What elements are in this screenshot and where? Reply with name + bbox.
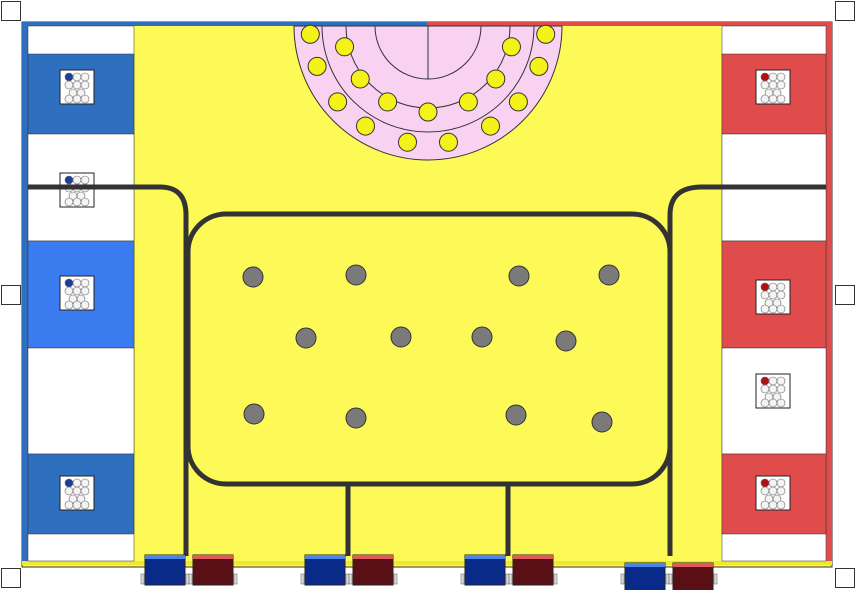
field-pillar [591,411,613,433]
post-top-right [835,1,855,21]
blue-station-4 [27,347,135,455]
dome-ball [481,116,501,136]
dome-ball [508,92,528,112]
red-ball-tray [755,279,791,315]
field-pillar [345,407,367,429]
dome-ball [418,102,438,122]
red-alliance-bin [668,562,718,594]
field-pillar [508,265,530,287]
red-alliance-bin [188,554,238,586]
field-pillar [598,264,620,286]
red-wall-side [826,22,832,562]
field-pillar [555,330,577,352]
dome-ball [529,56,549,76]
dome-ball [350,69,370,89]
alliance-bins [140,554,718,594]
blue-alliance-bin [460,554,510,586]
post-bottom-left [1,568,21,588]
red-alliance-bin [508,554,558,586]
dome-ball [536,24,556,44]
post-bottom-right [835,568,855,588]
dome-ball [355,116,375,136]
blue-alliance-bin [300,554,350,586]
field-pillar [505,404,527,426]
field-pillar [243,403,265,425]
red-wall-top [427,22,832,26]
blue-station-5 [27,453,135,535]
blue-ball-tray [59,172,95,208]
field-pillar [242,266,264,288]
field-pillar [471,326,493,348]
dome-ball [335,37,355,57]
blue-wall-side [22,22,28,562]
blue-ball-tray [59,275,95,311]
dome-ball [398,132,418,152]
dome-ball [458,92,478,112]
red-ball-tray [755,475,791,511]
pillars [242,264,620,433]
dome-balls [300,24,556,152]
blue-alliance-bin [620,562,670,594]
dome-ball [501,37,521,57]
dome-ball [328,92,348,112]
red-alliance-bin [348,554,398,586]
field-pillar [345,264,367,286]
dome-ball [486,69,506,89]
field-pillar [295,327,317,349]
post-mid-right [835,285,855,305]
red-ball-tray [755,69,791,105]
dome-ball [300,24,320,44]
blue-alliance-bin [140,554,190,586]
bottom-wall [22,561,832,565]
blue-wall-top [22,22,427,26]
dome-ball [378,92,398,112]
dome-ball [438,132,458,152]
blue-ball-tray [59,475,95,511]
blue-ball-tray [59,69,95,105]
field-pillar [390,326,412,348]
dome-ball [307,56,327,76]
red-ball-tray [755,373,791,409]
track-line [28,184,826,556]
post-top-left [1,1,21,21]
post-mid-left [1,285,21,305]
